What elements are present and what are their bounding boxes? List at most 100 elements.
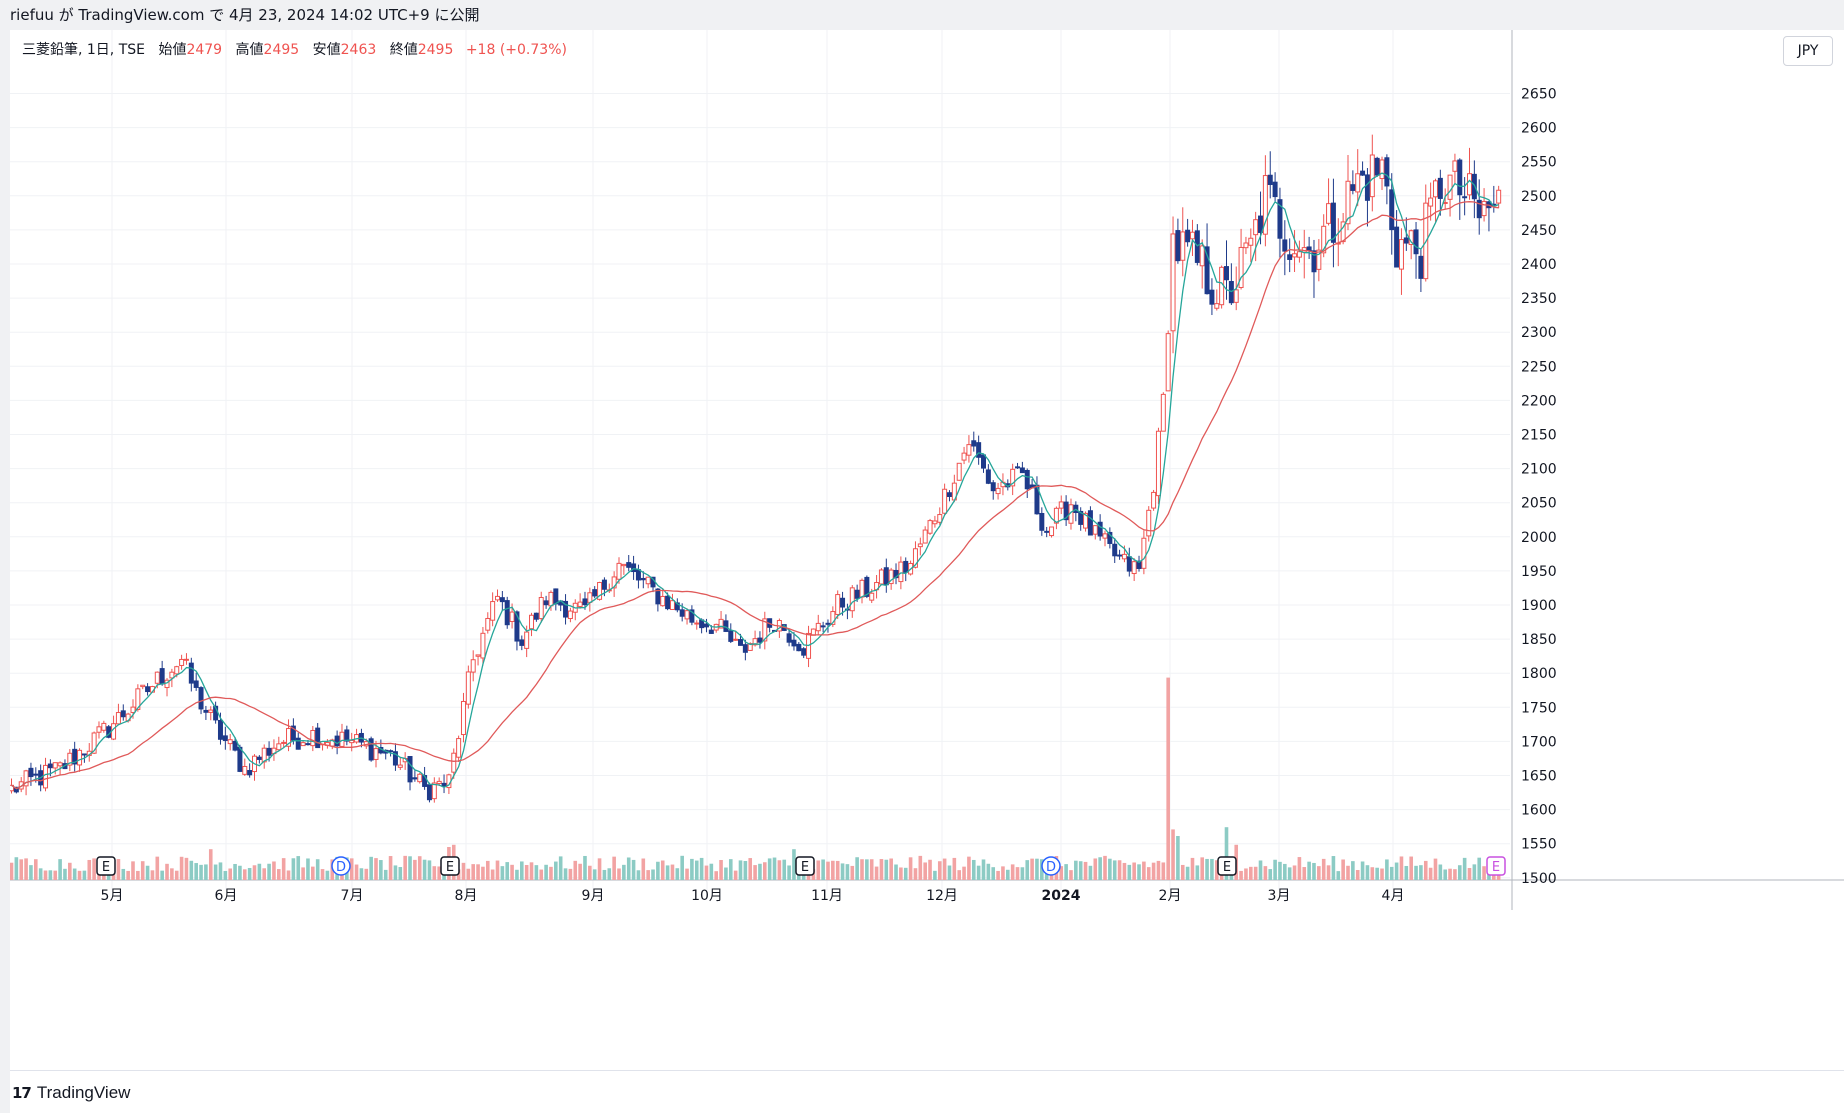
- volume-bar: [1035, 858, 1039, 880]
- candle-body: [1296, 251, 1302, 258]
- volume-bar: [1088, 865, 1093, 880]
- candle-body: [669, 600, 675, 610]
- volume-bar: [311, 866, 315, 880]
- candle-body: [227, 739, 233, 745]
- y-tick-label: 2450: [1521, 223, 1557, 239]
- volume-bar: [724, 867, 728, 880]
- candle-body: [1024, 469, 1030, 490]
- candle-body: [820, 625, 826, 628]
- low-label: 安値: [312, 42, 341, 58]
- dividend-marker: [1041, 856, 1061, 876]
- volume-bar: [43, 870, 48, 880]
- candle-body: [912, 548, 918, 568]
- volume-bar: [942, 858, 947, 880]
- volume-bar: [1185, 866, 1190, 880]
- x-tick-label: 6月: [215, 888, 238, 904]
- volume-bar: [1258, 860, 1263, 880]
- candle-body: [733, 638, 739, 641]
- volume-bar: [1273, 859, 1277, 880]
- candle-body: [1146, 509, 1152, 537]
- candle-body: [1326, 203, 1332, 224]
- volume-bar: [850, 865, 855, 880]
- candle-body: [645, 576, 651, 585]
- candle-body: [1097, 521, 1103, 537]
- candle-body: [222, 735, 228, 742]
- volume-bar: [1200, 857, 1204, 880]
- candle-body: [130, 706, 136, 713]
- volume-bar: [398, 867, 403, 880]
- volume-bar: [174, 870, 179, 880]
- candle-body: [1330, 202, 1336, 243]
- candle-body: [1160, 393, 1166, 432]
- volume-bar: [772, 857, 777, 880]
- y-tick-label: 2350: [1521, 291, 1557, 307]
- volume-bar: [554, 861, 558, 880]
- volume-bar: [617, 868, 621, 880]
- volume-bar: [160, 870, 164, 880]
- volume-bar: [301, 867, 305, 880]
- tradingview-logo-icon: 17: [12, 1084, 32, 1102]
- y-tick-label: 2300: [1521, 325, 1557, 341]
- candle-body: [694, 622, 700, 625]
- volume-bar: [1059, 866, 1064, 880]
- candle-body: [198, 687, 204, 710]
- volume-bar: [388, 856, 393, 880]
- candle-body: [1019, 467, 1025, 474]
- volume-bar: [218, 862, 223, 880]
- volume-bar: [1156, 860, 1161, 880]
- x-tick-label: 7月: [341, 888, 364, 904]
- candle-body: [524, 631, 530, 649]
- volume-bar: [1195, 865, 1200, 880]
- volume-bar: [1180, 864, 1185, 880]
- price-chart[interactable]: 2650 2600 2550 2500 2450 2400 2350 2300 2250 2200…: [10, 30, 1844, 1070]
- candle-body: [1311, 250, 1317, 273]
- candle-body: [689, 609, 695, 623]
- volume-bar: [544, 864, 548, 880]
- volume-bar: [874, 866, 879, 880]
- candle-body: [460, 700, 466, 736]
- volume-bar: [320, 869, 325, 880]
- open-value: 2479: [186, 42, 223, 58]
- volume-bar: [1205, 858, 1209, 880]
- y-tick-label: 2000: [1521, 530, 1557, 546]
- candle-body: [864, 576, 870, 597]
- candle-body: [1224, 266, 1229, 281]
- candle-body: [1364, 174, 1370, 201]
- volume-bar: [10, 862, 14, 880]
- volume-bar: [34, 859, 38, 880]
- candle-body: [946, 492, 952, 497]
- currency-button[interactable]: JPY: [1783, 36, 1833, 66]
- candle-body: [1175, 230, 1181, 262]
- volume-bar: [524, 864, 529, 880]
- volume-bar: [228, 868, 232, 880]
- earnings-marker: [795, 856, 815, 876]
- candle-body: [43, 764, 49, 789]
- volume-bar: [72, 868, 77, 880]
- volume-bar: [505, 862, 510, 880]
- volume-bar: [1268, 869, 1273, 880]
- tradingview-brand[interactable]: 17 TradingView: [12, 1083, 130, 1103]
- candle-body: [1238, 246, 1244, 288]
- volume-bar: [286, 870, 291, 880]
- volume-bar: [413, 859, 417, 880]
- volume-bar: [481, 866, 485, 880]
- volume-bar: [1064, 864, 1068, 880]
- volume-bar: [860, 859, 864, 880]
- y-tick-label: 1900: [1521, 598, 1557, 614]
- volume-bar: [1307, 861, 1311, 880]
- y-tick-label: 1750: [1521, 700, 1557, 716]
- candle-body: [684, 610, 690, 620]
- volume-bar: [1214, 860, 1219, 880]
- candle-body: [990, 482, 996, 492]
- candle-body: [538, 597, 544, 620]
- volume-bar: [651, 869, 655, 880]
- candle-body: [883, 567, 889, 586]
- volume-bar: [660, 860, 665, 880]
- y-tick-label: 2200: [1521, 393, 1557, 409]
- candle-body: [1355, 173, 1361, 193]
- volume-bar: [631, 859, 636, 880]
- volume-bar: [918, 855, 923, 880]
- candle-body: [1112, 543, 1118, 557]
- candle-body: [1053, 507, 1059, 524]
- volume-bar: [738, 860, 743, 880]
